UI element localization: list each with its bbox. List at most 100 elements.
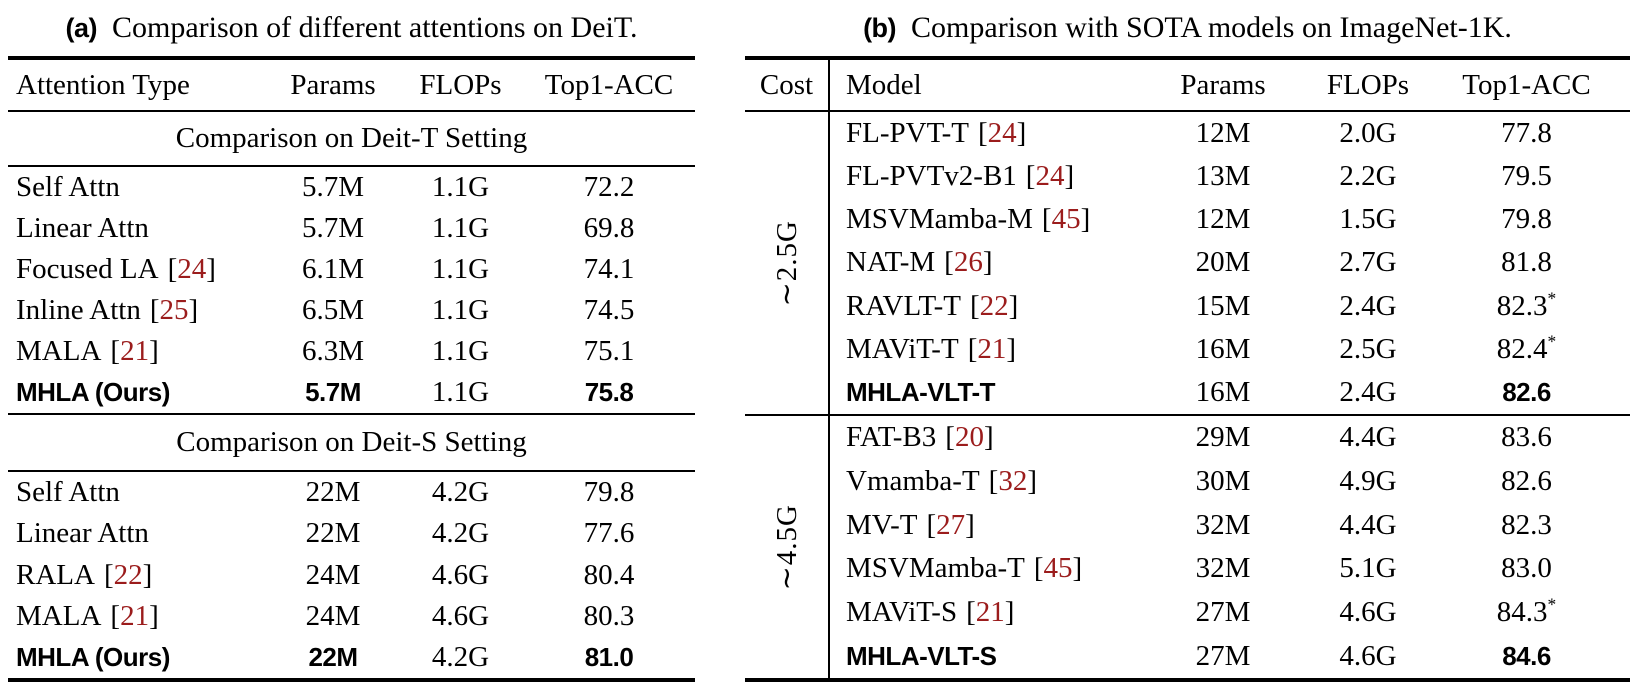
attention-type-cell: Focused LA [24]	[8, 253, 268, 286]
flops-cell: 2.0G	[1339, 117, 1397, 150]
col-header-flops: FLOPs	[419, 68, 502, 101]
acc-cell: 79.8	[583, 476, 635, 509]
attention-name: RALA	[16, 558, 95, 591]
model-cell: FAT-B3 [20]	[830, 421, 1133, 454]
params-cell: 12M	[1195, 203, 1251, 236]
attention-name: MHLA (Ours)	[16, 641, 170, 672]
flops-cell: 4.2G	[431, 476, 490, 509]
params-cell: 16M	[1195, 375, 1251, 408]
table-row-ours: MHLA (Ours) 5.7M 1.1G 75.8	[8, 372, 695, 413]
table-row: FL-PVTv2-B1 [24] 13M 2.2G 79.5	[830, 155, 1630, 198]
model-name: RAVLT-T	[846, 289, 961, 322]
flops-cell: 2.4G	[1339, 375, 1397, 408]
table-row: RALA [22] 24M 4.6G 80.4	[8, 554, 695, 595]
model-name: MSVMamba-M	[846, 203, 1033, 236]
acc-cell: 81.0	[584, 641, 634, 672]
params-cell: 20M	[1195, 246, 1251, 279]
acc-cell: 77.8	[1501, 117, 1552, 150]
attention-name: Self Attn	[16, 171, 120, 203]
subfigure-label-b: (b)	[863, 12, 897, 43]
citation-ref: [24]	[1025, 160, 1075, 193]
table-row: Self Attn 22M 4.2G 79.8	[8, 472, 695, 513]
model-name: MSVMamba-T	[846, 552, 1025, 585]
attention-name: MALA	[16, 335, 102, 367]
params-cell: 30M	[1195, 465, 1251, 497]
params-cell: 27M	[1195, 639, 1251, 672]
params-cell: 32M	[1195, 508, 1251, 541]
table-b-header-row: Cost Model Params FLOPs Top1-ACC	[745, 60, 1630, 112]
acc-cell: 80.4	[583, 558, 635, 591]
params-cell: 16M	[1195, 332, 1251, 365]
section-2-5g: ∼2.5G FL-PVT-T [24] 12M 2.0G 77.8 FL-PVTv…	[745, 112, 1630, 416]
table-row: Focused LA [24] 6.1M 1.1G 74.1	[8, 249, 695, 290]
cost-group-label: ∼4.5G	[770, 503, 803, 591]
attention-name: Inline Attn	[16, 294, 141, 326]
table-attentions-deit: Attention Type Params FLOPs Top1-ACC Com…	[8, 56, 695, 682]
flops-cell: 4.6G	[1339, 596, 1397, 629]
asterisk-marker: *	[1547, 331, 1557, 352]
params-cell: 22M	[305, 476, 361, 509]
acc-cell: 72.2	[583, 171, 635, 203]
model-cell: MAViT-S [21]	[830, 596, 1133, 629]
params-cell: 24M	[305, 599, 361, 632]
params-cell: 22M	[305, 517, 361, 550]
model-name: MHLA-VLT-T	[846, 376, 996, 407]
section-2-5g-rows: FL-PVT-T [24] 12M 2.0G 77.8 FL-PVTv2-B1 [2…	[830, 112, 1630, 414]
attention-type-cell: RALA [22]	[8, 559, 268, 592]
citation-ref: [32]	[988, 465, 1038, 497]
model-name: MHLA-VLT-S	[846, 640, 997, 671]
flops-cell: 4.2G	[431, 517, 490, 550]
flops-cell: 1.1G	[431, 253, 490, 285]
flops-cell: 2.5G	[1339, 332, 1397, 365]
cost-cell: ∼2.5G	[745, 112, 830, 414]
citation-ref: [21]	[110, 335, 159, 367]
attention-type-cell: Self Attn	[8, 476, 268, 509]
acc-cell: 82.4*	[1496, 331, 1557, 365]
params-cell: 6.1M	[301, 253, 365, 285]
table-row: Inline Attn [25] 6.5M 1.1G 74.5	[8, 290, 695, 331]
model-name: FL-PVTv2-B1	[846, 160, 1017, 193]
params-cell: 22M	[308, 641, 358, 672]
model-cell: MSVMamba-T [45]	[830, 552, 1133, 585]
table-row: Linear Attn 5.7M 1.1G 69.8	[8, 208, 695, 249]
citation-ref: [22]	[103, 558, 153, 591]
cost-cell: ∼4.5G	[745, 416, 830, 678]
table-sota-imagenet: Cost Model Params FLOPs Top1-ACC ∼2.5G F…	[745, 56, 1630, 682]
flops-cell: 2.7G	[1339, 246, 1397, 279]
caption-a: (a) Comparison of different attentions o…	[8, 6, 695, 50]
acc-cell: 82.3*	[1496, 287, 1557, 322]
flops-cell: 4.6G	[1339, 639, 1397, 672]
attention-name: MHLA (Ours)	[16, 377, 170, 407]
caption-b-text: Comparison with SOTA models on ImageNet-…	[911, 11, 1512, 44]
table-row-ours: MHLA-VLT-T 16M 2.4G 82.6	[830, 371, 1630, 414]
flops-cell: 4.4G	[1339, 421, 1397, 454]
section-deit-t-rows: Self Attn 5.7M 1.1G 72.2 Linear Attn 5.7…	[8, 167, 695, 413]
model-name: FAT-B3	[846, 421, 937, 454]
params-cell: 15M	[1195, 289, 1251, 322]
citation-ref: [20]	[945, 421, 994, 454]
attention-type-cell: MALA [21]	[8, 335, 268, 368]
table-a-header-row: Attention Type Params FLOPs Top1-ACC	[8, 60, 695, 112]
model-cell: RAVLT-T [22]	[830, 290, 1133, 323]
attention-type-cell: Self Attn	[8, 171, 268, 204]
table-row: NAT-M [26] 20M 2.7G 81.8	[830, 241, 1630, 284]
params-cell: 12M	[1195, 117, 1251, 150]
model-name: MAViT-S	[846, 596, 958, 629]
table-row-ours: MHLA-VLT-S 27M 4.6G 84.6	[830, 634, 1630, 678]
flops-cell: 1.1G	[431, 294, 490, 326]
params-cell: 13M	[1195, 160, 1251, 193]
attention-name: Linear Attn	[16, 517, 149, 550]
citation-ref: [45]	[1041, 203, 1091, 236]
flops-cell: 4.9G	[1339, 465, 1397, 497]
acc-cell: 83.6	[1501, 421, 1552, 454]
flops-cell: 1.1G	[431, 376, 490, 408]
model-cell: MAViT-T [21]	[830, 333, 1133, 366]
caption-b: (b) Comparison with SOTA models on Image…	[745, 6, 1630, 50]
acc-cell: 82.6	[1501, 465, 1552, 497]
citation-ref: [27]	[926, 508, 975, 541]
col-header-top1-acc: Top1-ACC	[544, 68, 674, 101]
flops-cell: 2.4G	[1339, 289, 1397, 322]
acc-cell: 80.3	[583, 599, 635, 632]
acc-cell: 75.8	[584, 377, 634, 407]
table-row: MSVMamba-T [45] 32M 5.1G 83.0	[830, 547, 1630, 591]
